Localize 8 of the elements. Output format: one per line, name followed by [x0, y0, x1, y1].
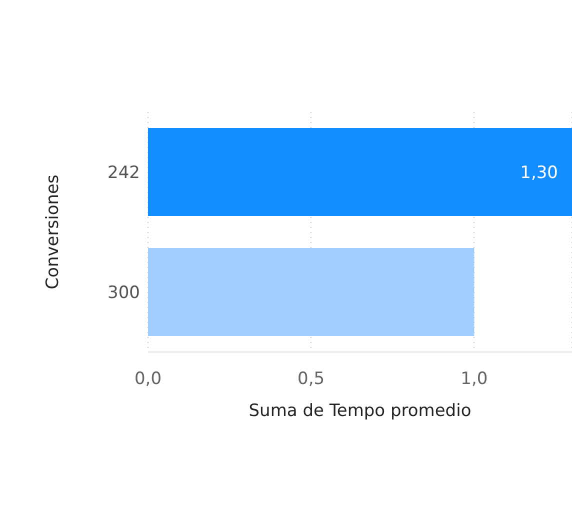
- x-tick-label: 1,0: [460, 369, 488, 390]
- y-axis-title: Conversiones: [43, 174, 64, 290]
- y-tick-label: 300: [108, 283, 140, 304]
- x-tick-label: 0,0: [134, 369, 162, 390]
- data-label: 1,30: [520, 163, 558, 184]
- y-tick-label: 242: [108, 163, 140, 184]
- x-axis-title: Suma de Tempo promedio: [248, 401, 472, 422]
- x-tick-label: 0,5: [298, 369, 325, 390]
